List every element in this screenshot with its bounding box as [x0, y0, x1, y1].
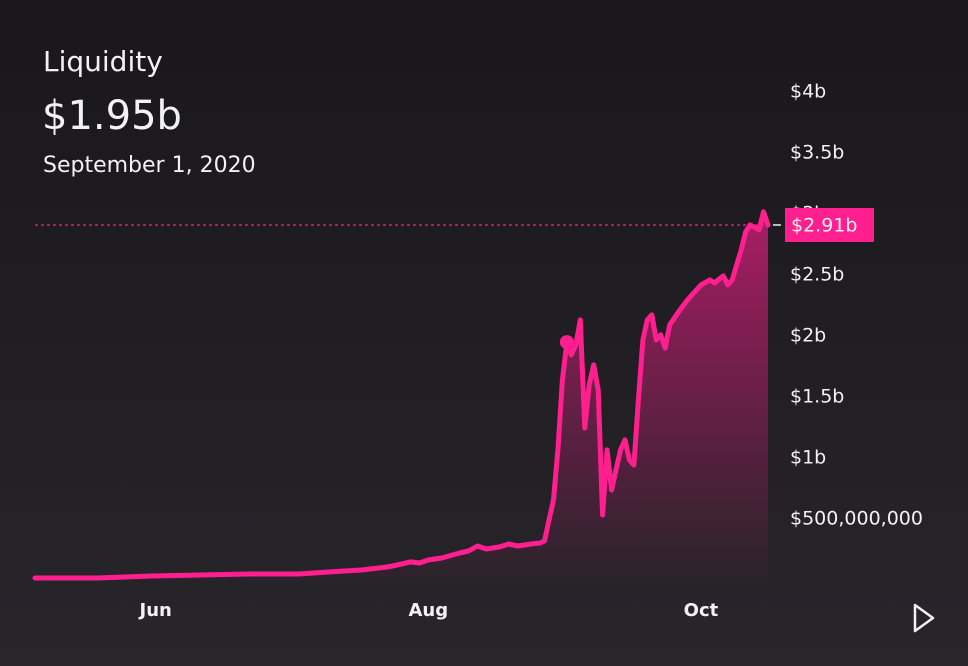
line: [32, 209, 771, 581]
hover-marker: [559, 335, 574, 350]
hover-value: $1.95b: [42, 93, 182, 139]
y-tick-label: $3.5b: [790, 142, 844, 164]
plot: $500,000,000$1b$1.5b$2b$2.5b$3b$3.5b$4bJ…: [32, 81, 923, 621]
current-value-label: $2.91b: [791, 214, 857, 236]
x-tick-label: Oct: [684, 600, 719, 621]
hover-date: September 1, 2020: [43, 153, 256, 178]
y-tick-label: $2b: [790, 325, 826, 347]
chart-title: Liquidity: [43, 45, 163, 78]
y-tick-label: $2.5b: [790, 264, 844, 286]
play-button[interactable]: [913, 603, 935, 633]
y-tick-label: $500,000,000: [790, 508, 923, 530]
area-fill: [35, 211, 768, 581]
y-tick-label: $4b: [790, 81, 826, 103]
x-tick-label: Aug: [408, 600, 448, 621]
y-tick-label: $1.5b: [790, 386, 844, 408]
current-value-box: [785, 207, 874, 242]
x-tick-label: Jun: [138, 600, 172, 621]
y-tick-label: $1b: [790, 447, 826, 469]
